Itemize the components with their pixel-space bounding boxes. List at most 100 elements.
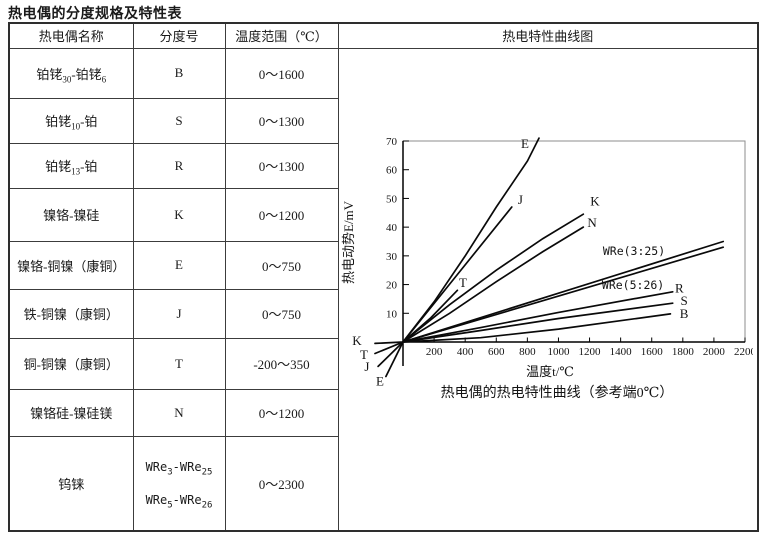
table-row: 铂铑30-铂铑6 B 0～1600 200 400 600 800 1000 1200 1400 1… [8,47,759,532]
y-tick-label: 20 [386,279,398,291]
grad-code-line: E [175,257,183,272]
subscript: 10 [71,121,81,132]
curve-label-J: J [517,191,522,206]
temp-range-cell: 0～1200 [224,187,339,242]
subscript: 3 [167,467,173,478]
thermocouple-name-cell: 铜-铜镍（康铜） [8,337,134,390]
x-tick-label: 2200 [734,346,753,358]
grad-code-cell: T [132,337,226,390]
grad-code-cell: S [132,97,226,144]
temp-range-cell: 0～1300 [224,97,339,144]
thermocouple-name-cell: 铂铑10-铂 [8,97,134,144]
curve-label-K: K [590,193,600,208]
x-tick-label: 2000 [702,346,725,358]
table-header-row: 热电偶名称 分度号 温度范围（℃） 热电特性曲线图 [8,22,759,49]
x-tick-label: 1400 [609,346,632,358]
y-tick-label: 40 [386,222,398,234]
curve-label-S: S [680,292,687,307]
x-tick-label: 200 [425,346,442,358]
header-curve-chart: 热电特性曲线图 [337,22,759,49]
thermocouple-name-cell: 铂铑13-铂 [8,142,134,189]
curve-S [401,301,674,343]
curve-label-T: T [360,347,368,362]
temp-range-cell: 0～750 [224,288,339,339]
page-title: 热电偶的分度规格及特性表 [8,7,182,22]
grad-code-cell: J [132,288,226,339]
chart-caption: 热电偶的热电特性曲线（参考端0℃） [440,384,673,401]
subscript: 25 [201,467,213,478]
table-row: 铁-铜镍（康铜） J 0～750 [8,288,758,339]
curve-J [376,205,513,367]
grad-code-cell: WRe3-WRe25 WRe5-WRe26 [132,435,226,532]
table-row: 镍铬-镍硅 K 0～1200 [8,187,758,242]
x-tick-label: 1600 [640,346,663,358]
temp-range-cell: 0～1200 [224,388,339,437]
grad-code-line: N [174,404,184,420]
header-grad-code: 分度号 [132,22,226,49]
grad-code-line: J [176,305,182,321]
y-tick-label: 60 [386,164,398,176]
temp-range-cell: 0～1300 [224,142,339,189]
x-tick-label: 800 [519,346,536,358]
thermocouple-name-cell: 镍铬-镍硅 [8,187,134,242]
x-tick-label: 1000 [547,346,570,358]
y-tick-label: 70 [386,136,398,148]
curve-R [401,290,674,343]
grad-code-line: B [174,65,184,80]
curve-label-T: T [459,275,467,290]
thermocouple-name-cell: 镍铬-铜镍（康铜） [8,240,134,290]
curve-label-J: J [364,358,369,373]
curve-label-WRe(5:26): WRe(5:26) [601,277,663,291]
header-temp-range: 温度范围（℃） [224,22,339,49]
curve-K [373,212,584,344]
grad-code-cell: B [132,47,226,99]
x-tick-label: 1200 [578,346,601,358]
table-row: 镍铬-铜镍（康铜） E 0～750 [8,240,758,290]
subscript: 30 [62,74,72,85]
axes [401,140,745,366]
y-axis-title: 热电动势E/mV [341,200,356,284]
curve-label-R: R [675,280,684,295]
thermocouple-name-cell: 铂铑30-铂铑6 [8,47,134,99]
curve-label-N: N [587,215,597,230]
header-thermocouple-name: 热电偶名称 [8,22,134,49]
grad-code-cell: K [132,187,226,242]
grad-code-line: WRe5-WRe26 [145,492,213,511]
y-tick-label: 30 [386,250,398,262]
subscript: 26 [201,500,213,511]
curve-label-WRe(3:25): WRe(3:25) [602,243,664,257]
thermocouple-spec-table: 热电偶名称 分度号 温度范围（℃） 热电特性曲线图 铂铑30-铂铑6 B 0～160… [8,22,759,532]
grad-code-line: T [175,355,183,371]
curve-label-E: E [376,373,384,388]
grad-code-cell: N [132,388,226,437]
temp-range-cell: 0～2300 [224,435,339,532]
curve-chart-cell: 200 400 600 800 1000 1200 1400 1600 1800 2000 2200… [337,47,759,532]
table-row: 铂铑13-铂 R 0～1300 [8,142,758,189]
x-axis-title: 温度t/℃ [526,364,574,379]
table-row: 钨铼 WRe3-WRe25 WRe5-WRe26 0～2300 [8,435,758,532]
curve-label-K: K [352,333,362,348]
table-row: 铜-铜镍（康铜） T -200～350 [8,337,758,390]
subscript: 5 [167,500,173,511]
curve-B [401,312,671,343]
y-tick-label: 10 [386,308,398,320]
grad-code-line: WRe3-WRe25 [145,459,213,478]
curve-label-B: B [679,305,688,320]
grad-code-cell: E [132,240,226,290]
temp-range-cell: -200～350 [224,337,339,390]
grad-code-line: R [174,157,184,173]
grad-code-line: S [175,112,183,128]
curve-WRe(3:25) [401,240,724,343]
thermocouple-name-cell: 钨铼 [8,435,134,532]
grad-code-line: K [174,206,184,222]
characteristic-curves-chart: 200 400 600 800 1000 1200 1400 1600 1800 2000 2200… [341,135,753,401]
thermocouple-name-cell: 铁-铜镍（康铜） [8,288,134,339]
temp-range-cell: 0～750 [224,240,339,290]
plot-frame [402,140,745,342]
temp-range-cell: 0～1600 [224,47,339,99]
curve-WRe(5:26) [401,245,724,343]
grad-code-cell: R [132,142,226,189]
curve-T [373,288,458,354]
subscript: 6 [101,74,107,85]
